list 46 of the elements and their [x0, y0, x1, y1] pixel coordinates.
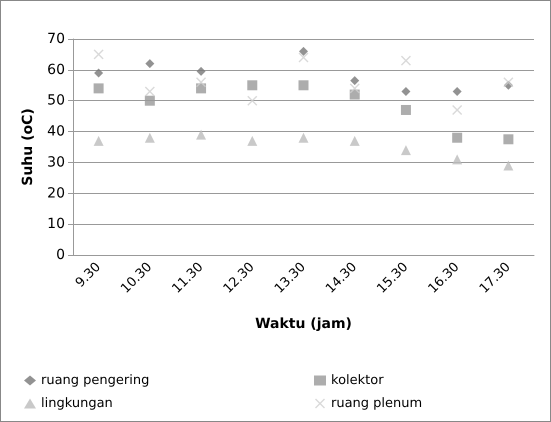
point [94, 68, 104, 78]
point [196, 66, 206, 76]
point [298, 52, 308, 63]
point [400, 56, 411, 66]
point [144, 132, 155, 143]
point [452, 104, 462, 115]
y-tick-label: 20 [47, 185, 65, 202]
point [94, 49, 104, 60]
point [94, 136, 104, 146]
point [299, 46, 308, 56]
y-tick-label: 40 [47, 124, 65, 140]
point [298, 132, 308, 143]
point [247, 80, 258, 90]
point [452, 154, 462, 164]
point [247, 136, 258, 146]
point [247, 96, 258, 106]
point [350, 76, 360, 86]
y-axis-title: Suhu (oC) [20, 108, 36, 186]
point [145, 59, 154, 68]
y-tick-label: 50 [47, 92, 65, 109]
point [503, 77, 514, 88]
point [94, 83, 104, 94]
y-tick-label: 70 [47, 31, 65, 47]
legend-label: kolektor [331, 373, 384, 388]
y-tick-label: 60 [47, 62, 65, 78]
point [400, 104, 411, 115]
legend-label: lingkungan [41, 396, 113, 411]
point [400, 145, 411, 156]
legend-label: ruang plenum [331, 396, 422, 411]
point [298, 80, 308, 90]
point [503, 160, 514, 171]
point [350, 136, 360, 146]
point [452, 132, 462, 143]
point [144, 86, 155, 96]
y-tick-label: 30 [47, 154, 65, 170]
y-tick-label: 10 [47, 216, 65, 232]
x-axis-title: Waktu (jam) [255, 316, 352, 332]
point [196, 77, 206, 88]
point [196, 130, 206, 140]
point [144, 96, 155, 106]
legend-label: ruang pengering [41, 373, 150, 388]
point [452, 86, 462, 96]
point [350, 83, 360, 94]
point [401, 86, 410, 96]
point [503, 134, 514, 144]
y-tick-label: 0 [56, 247, 65, 263]
